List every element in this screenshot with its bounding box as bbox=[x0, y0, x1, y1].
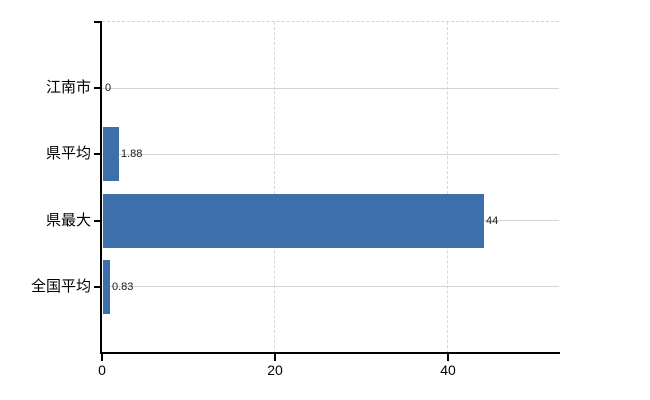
y-axis-top-tick bbox=[94, 21, 102, 23]
value-label: 0 bbox=[105, 82, 112, 94]
category-label: 県平均 bbox=[45, 145, 91, 162]
bar bbox=[103, 127, 119, 181]
category-label: 全国平均 bbox=[30, 278, 91, 295]
y-axis-line bbox=[100, 22, 102, 354]
category-gridline bbox=[102, 88, 559, 89]
plot-top-border bbox=[102, 21, 559, 22]
category-gridline bbox=[102, 154, 559, 155]
x-tick-label: 0 bbox=[98, 362, 106, 378]
value-label: 1.88 bbox=[121, 148, 143, 160]
bar bbox=[103, 194, 484, 248]
x-axis-line bbox=[100, 352, 560, 354]
y-axis-tick bbox=[94, 286, 102, 288]
category-label: 江南市 bbox=[45, 79, 91, 96]
x-gridline bbox=[274, 22, 275, 353]
y-axis-tick bbox=[94, 153, 102, 155]
x-axis-tick bbox=[274, 353, 276, 361]
value-label: 0.83 bbox=[112, 281, 134, 293]
value-label: 44 bbox=[486, 215, 499, 227]
x-axis-tick bbox=[101, 353, 103, 361]
x-gridline bbox=[447, 22, 448, 353]
y-axis-tick bbox=[94, 220, 102, 222]
x-tick-label: 20 bbox=[267, 362, 283, 378]
x-tick-label: 40 bbox=[440, 362, 456, 378]
category-gridline bbox=[102, 286, 559, 287]
y-axis-tick bbox=[94, 87, 102, 89]
x-axis-tick bbox=[447, 353, 449, 361]
category-label: 県最大 bbox=[45, 212, 91, 229]
bar bbox=[103, 260, 110, 314]
